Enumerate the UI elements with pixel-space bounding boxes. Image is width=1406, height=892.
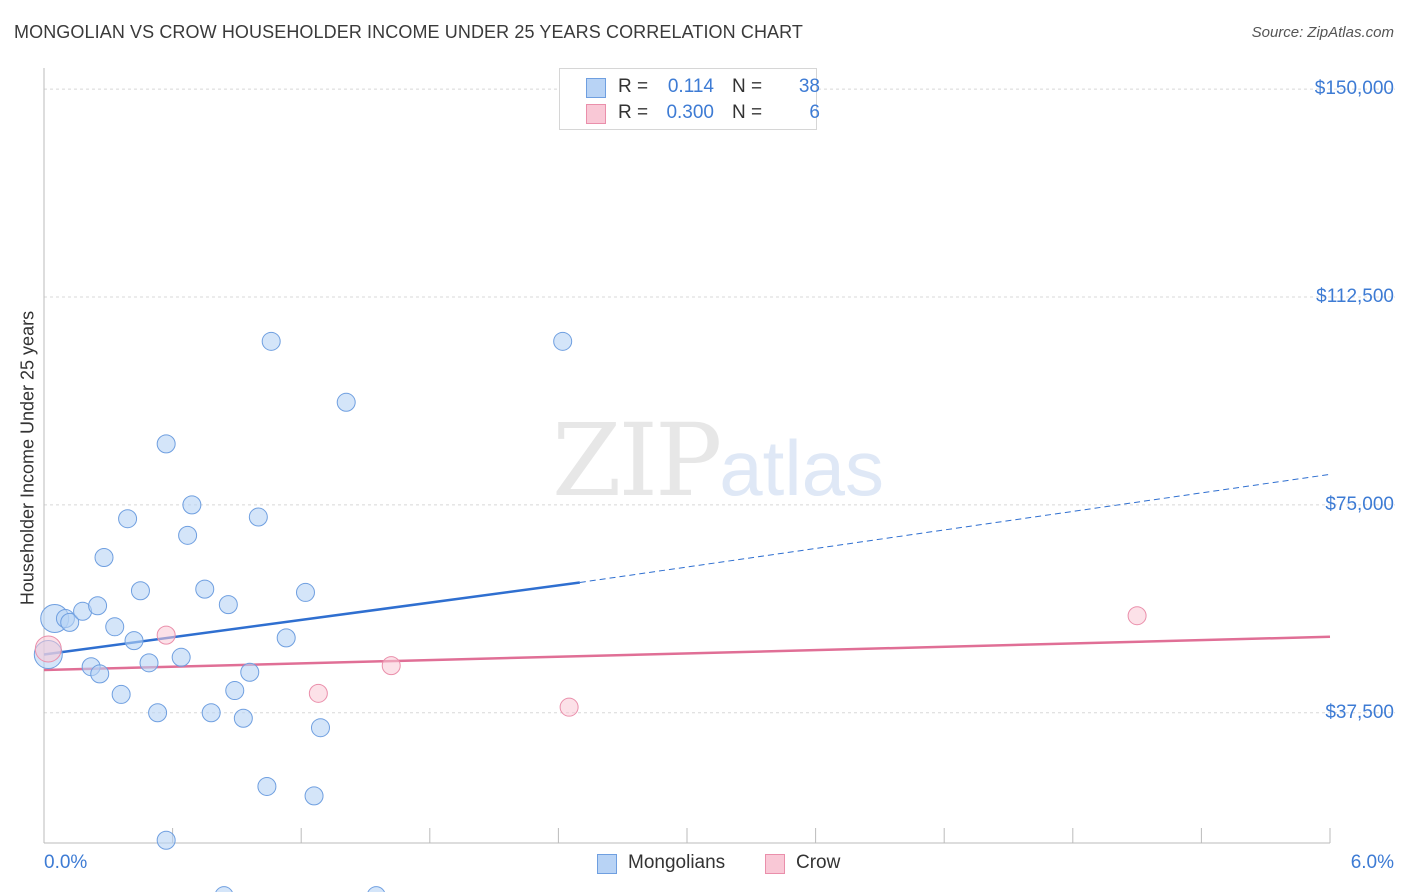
point-mongolians (88, 596, 108, 616)
point-mongolians (240, 662, 260, 682)
point-crow (34, 635, 62, 663)
point-mongolians (261, 331, 281, 351)
point-mongolians (118, 509, 138, 529)
bottom-legend-label-crow: Crow (796, 852, 841, 873)
y-tick-label: $37,500 (1325, 701, 1394, 723)
y-tick-label: $112,500 (1316, 285, 1394, 307)
point-mongolians (336, 392, 356, 412)
point-mongolians (94, 548, 114, 568)
x-tick-max: 6.0% (1350, 852, 1394, 873)
point-mongolians (156, 830, 176, 850)
point-crow (559, 697, 579, 717)
point-mongolians (60, 612, 80, 632)
x-tick-min: 0.0% (44, 852, 88, 873)
point-mongolians (195, 579, 215, 599)
legend-n-label: N = (732, 102, 763, 123)
y-tick-label: $150,000 (1314, 78, 1394, 100)
point-crow (308, 683, 328, 703)
legend-n-value: 38 (798, 76, 820, 97)
point-mongolians (310, 718, 330, 738)
source-link[interactable]: ZipAtlas.com (1307, 24, 1394, 41)
point-mongolians (156, 434, 176, 454)
point-mongolians (130, 581, 150, 601)
point-mongolians (111, 684, 131, 704)
trend-line-crow (43, 635, 1331, 672)
point-mongolians (304, 786, 324, 806)
grid-lines (44, 88, 1395, 714)
bottom-legend-swatch-crow (765, 854, 785, 874)
point-mongolians (553, 331, 573, 351)
point-mongolians (90, 664, 110, 684)
legend-swatch-mongolians (586, 78, 606, 98)
point-crow (156, 625, 176, 645)
point-mongolians (276, 628, 296, 648)
point-mongolians (367, 886, 385, 892)
point-mongolians (178, 525, 198, 545)
source-label: Source: (1251, 24, 1304, 41)
trend-lines (43, 473, 1331, 672)
point-mongolians (105, 617, 125, 637)
watermark: ZIPatlas (552, 402, 884, 519)
chart-title: MONGOLIAN VS CROW HOUSEHOLDER INCOME UND… (14, 22, 804, 42)
watermark-zip: ZIP (552, 402, 722, 519)
point-mongolians (124, 631, 144, 651)
trend-line-mongolians-extension (579, 473, 1331, 583)
point-mongolians (201, 703, 221, 723)
data-points (33, 331, 1147, 892)
point-mongolians (215, 886, 233, 892)
point-mongolians (233, 708, 253, 728)
point-mongolians (248, 507, 268, 527)
axes (43, 68, 1331, 844)
y-tick-label: $75,000 (1325, 493, 1394, 515)
watermark-atlas: atlas (719, 424, 885, 512)
point-mongolians (218, 595, 238, 615)
point-mongolians (257, 776, 277, 796)
point-crow (1127, 606, 1147, 626)
legend-swatch-crow (586, 104, 606, 124)
point-mongolians (171, 647, 191, 667)
legend-r-value: 0.300 (666, 102, 714, 123)
correlation-legend: R = 0.114 N = 38 R = 0.300 N = 6 (559, 68, 820, 130)
legend-r-value: 0.114 (667, 76, 714, 97)
point-mongolians (139, 653, 159, 673)
legend-n-value: 6 (809, 102, 820, 123)
y-axis-label: Householder Income Under 25 years (17, 310, 38, 606)
legend-r-label: R = (618, 102, 649, 123)
bottom-legend-swatch-mongolians (597, 854, 617, 874)
legend-r-label: R = (618, 76, 649, 97)
bottom-legend-label-mongolians: Mongolians (628, 852, 726, 873)
point-mongolians (148, 703, 168, 723)
point-crow (381, 656, 401, 676)
point-mongolians (182, 495, 202, 515)
legend-n-label: N = (732, 76, 763, 97)
point-mongolians (295, 582, 315, 602)
source-attribution: Source: ZipAtlas.com (1252, 24, 1394, 41)
point-mongolians (225, 681, 245, 701)
